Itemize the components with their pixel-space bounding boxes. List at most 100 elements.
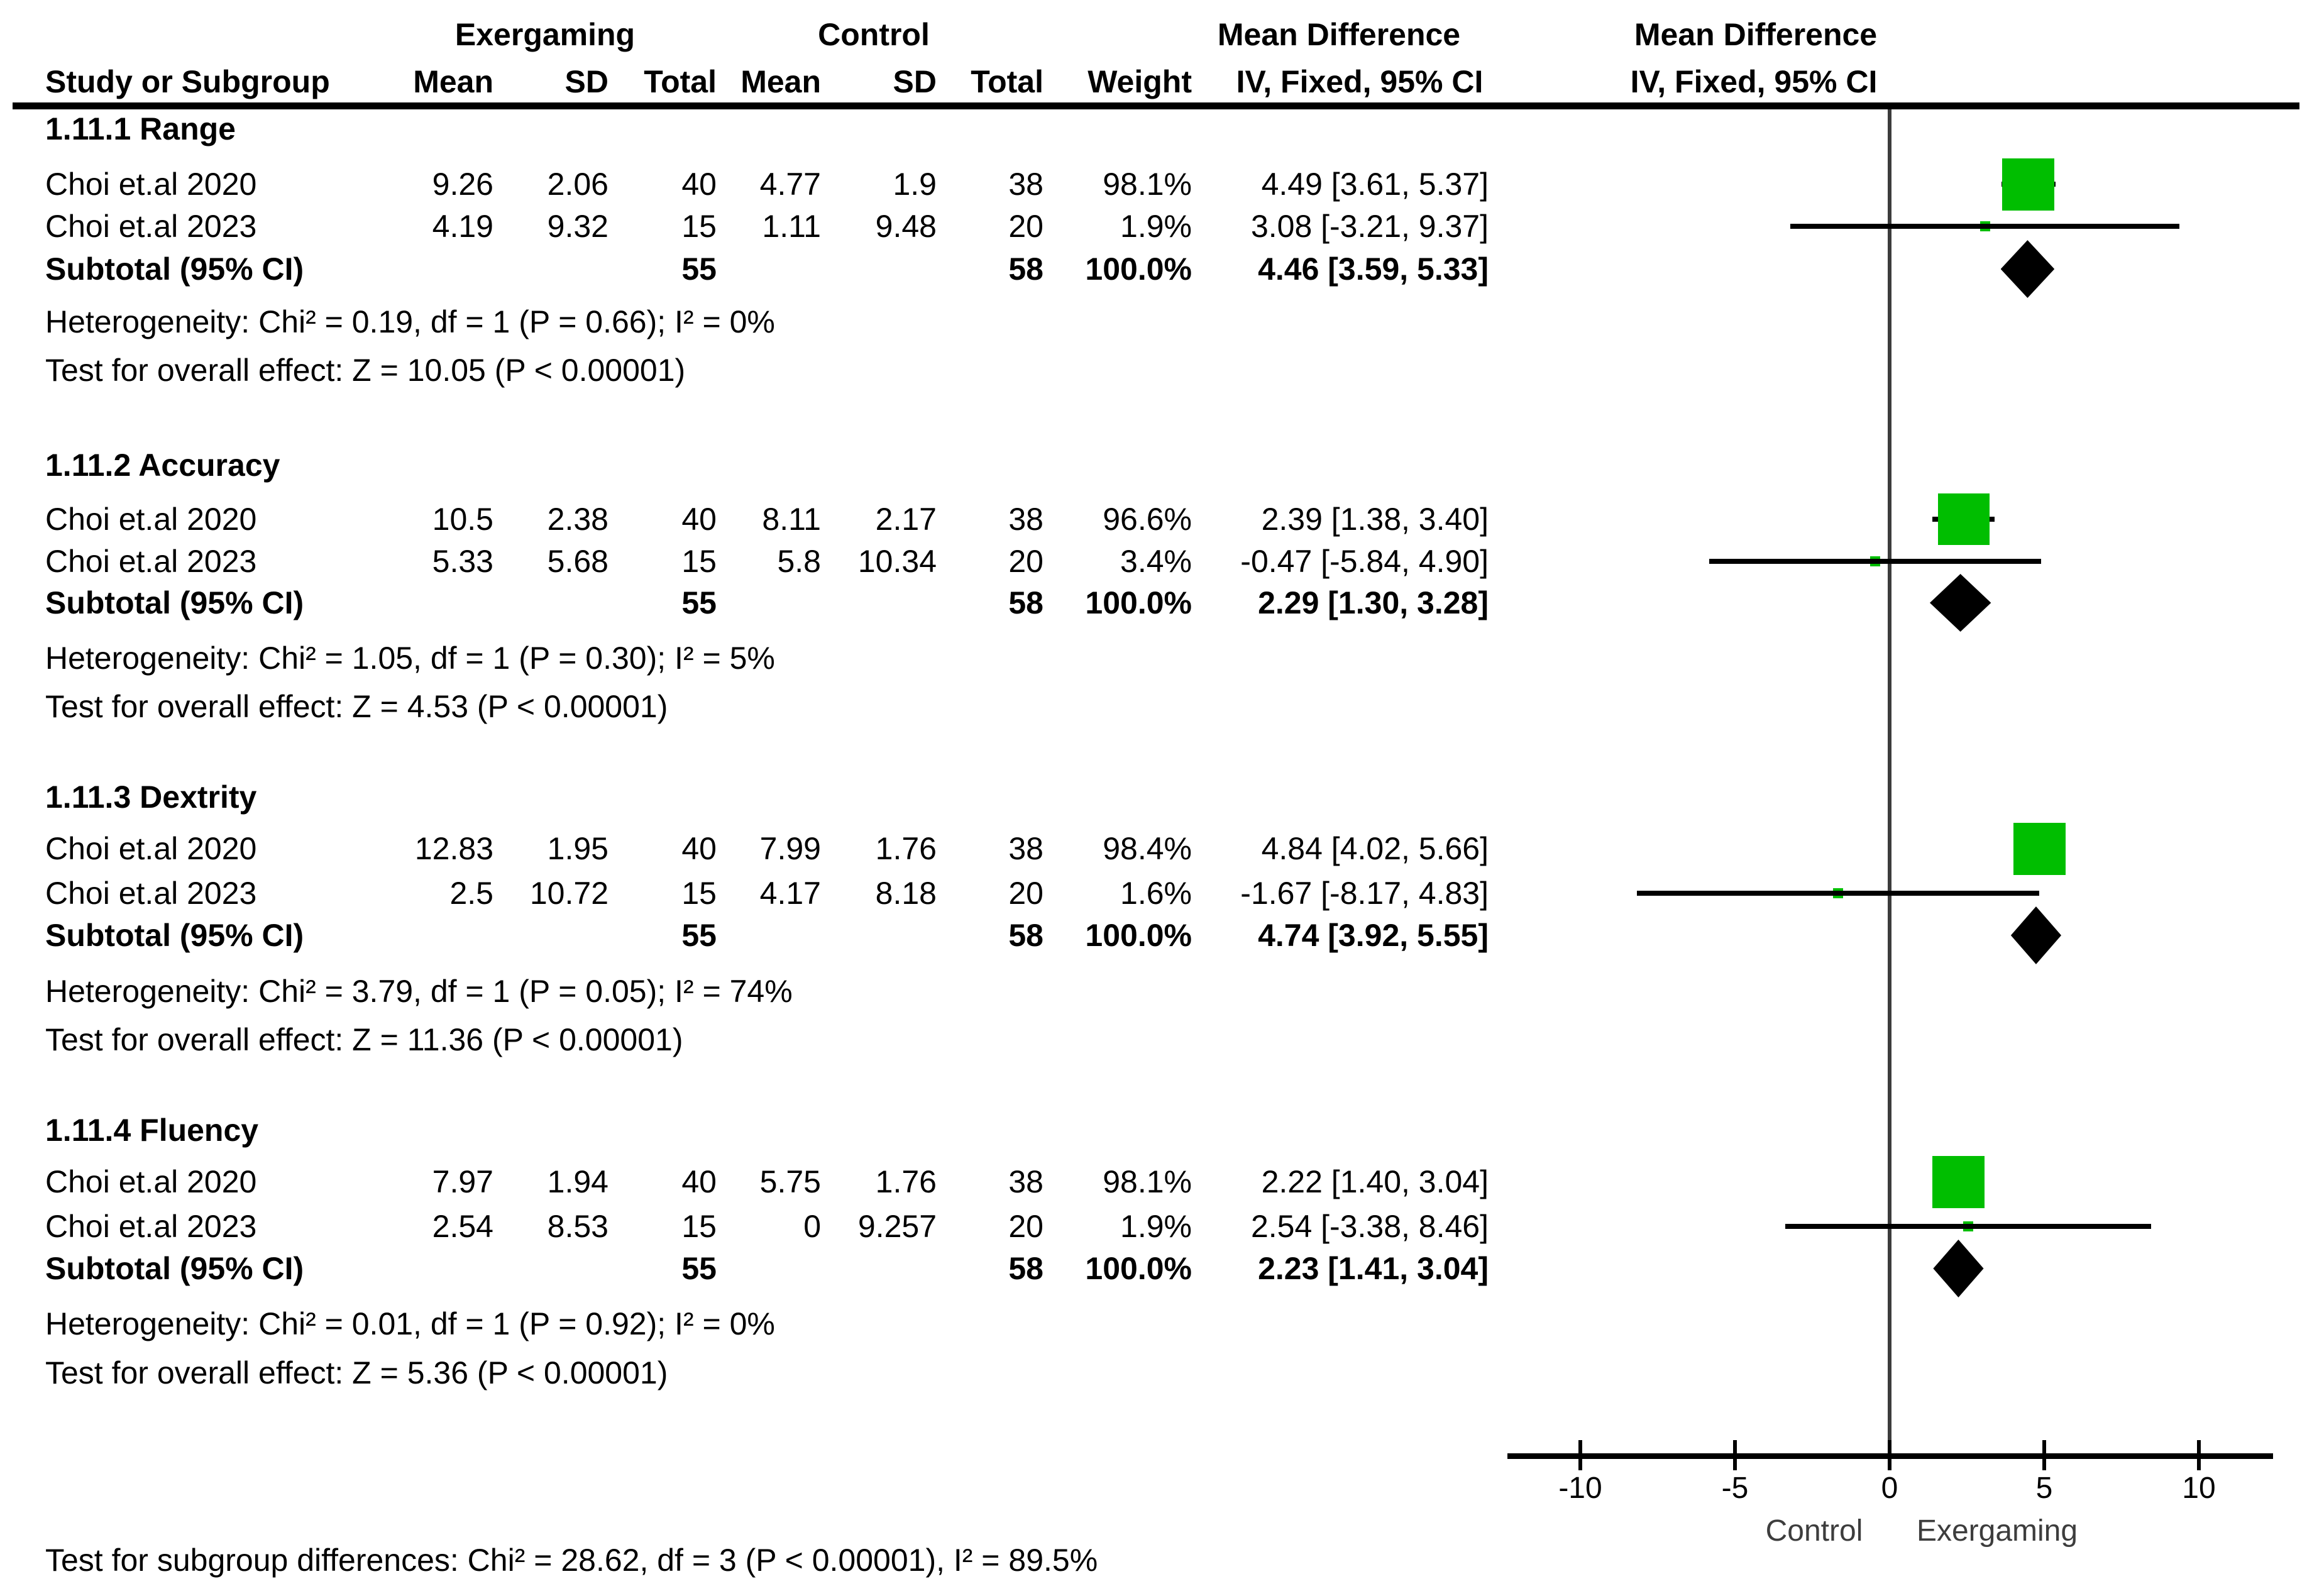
study-name: Choi et.al 2020 — [45, 831, 257, 866]
study-weight: 96.6% — [1103, 502, 1192, 537]
study-sd-control: 1.76 — [875, 1164, 937, 1199]
overall-effect-note: Test for overall effect: Z = 4.53 (P < 0… — [45, 689, 668, 724]
study-name: Choi et.al 2023 — [45, 209, 257, 244]
subtotal-weight: 100.0% — [1085, 585, 1192, 620]
study-name: Choi et.al 2020 — [45, 1164, 257, 1199]
study-mean-exergaming: 9.26 — [432, 167, 493, 202]
study-sd-exergaming: 8.53 — [547, 1209, 608, 1244]
subtotal-label: Subtotal (95% CI) — [45, 1251, 304, 1286]
subtotal-total-control: 58 — [1008, 251, 1043, 287]
subtotal-weight: 100.0% — [1085, 1251, 1192, 1286]
study-total-exergaming: 40 — [681, 1164, 717, 1199]
study-name: Choi et.al 2020 — [45, 167, 257, 202]
study-sd-exergaming: 1.94 — [547, 1164, 608, 1199]
subtotal-weight: 100.0% — [1085, 918, 1192, 953]
subtotal-row: Subtotal (95% CI) 55 58 100.0% 2.23 [1.41, 3… — [0, 1247, 2307, 1291]
heterogeneity-note: Heterogeneity: Chi² = 1.05, df = 1 (P = … — [45, 641, 775, 676]
column-header-weight: Weight — [1087, 64, 1192, 99]
study-sd-control: 1.76 — [875, 831, 937, 866]
subgroup-title-row: 1.11.1 Range — [0, 107, 2307, 151]
study-mean-control: 4.17 — [759, 876, 821, 911]
study-ci-text: 2.22 [1.40, 3.04] — [1261, 1164, 1489, 1199]
study-sd-exergaming: 2.06 — [547, 167, 608, 202]
study-total-control: 20 — [1008, 876, 1043, 911]
study-mean-exergaming: 10.5 — [432, 502, 493, 537]
x-axis-tick-label: 10 — [2182, 1472, 2216, 1505]
x-axis-tick — [1733, 1440, 1737, 1470]
study-ci-text: 4.84 [4.02, 5.66] — [1261, 831, 1489, 866]
study-sd-exergaming: 9.32 — [547, 209, 608, 244]
study-ci-text: -0.47 [-5.84, 4.90] — [1240, 544, 1489, 579]
study-ci-text: 3.08 [-3.21, 9.37] — [1250, 209, 1489, 244]
study-mean-exergaming: 7.97 — [432, 1164, 493, 1199]
study-sd-control: 2.17 — [875, 502, 937, 537]
overall-effect-note: Test for overall effect: Z = 10.05 (P < … — [45, 353, 686, 388]
study-total-exergaming: 15 — [681, 544, 717, 579]
x-axis-tick — [2197, 1440, 2201, 1470]
study-row: Choi et.al 2020 12.83 1.95 40 7.99 1.76 38 98.4… — [0, 827, 2307, 871]
subgroup-title-row: 1.11.3 Dextrity — [0, 775, 2307, 819]
study-mean-control: 5.8 — [777, 544, 821, 579]
study-total-exergaming: 40 — [681, 831, 717, 866]
effect-square — [1937, 493, 1990, 545]
study-mean-exergaming: 2.54 — [432, 1209, 493, 1244]
subtotal-ci-text: 4.46 [3.59, 5.33] — [1258, 251, 1489, 287]
study-sd-control: 9.257 — [857, 1209, 937, 1244]
study-sd-control: 9.48 — [875, 209, 937, 244]
column-header-sd-control: SD — [893, 64, 937, 99]
subtotal-label: Subtotal (95% CI) — [45, 585, 304, 620]
study-mean-exergaming: 12.83 — [414, 831, 493, 866]
subtotal-total-exergaming: 55 — [681, 1251, 717, 1286]
study-mean-exergaming: 2.5 — [449, 876, 493, 911]
study-weight: 98.1% — [1103, 1164, 1192, 1199]
study-row: Choi et.al 2023 2.54 8.53 15 0 9.257 20 1.9% 2.5… — [0, 1204, 2307, 1248]
zero-effect-line — [1888, 109, 1891, 1456]
column-header-study: Study or Subgroup — [45, 64, 330, 99]
column-header-total-exergaming: Total — [644, 64, 717, 99]
column-group-exergaming: Exergaming — [454, 17, 636, 52]
column-group-control: Control — [818, 17, 930, 52]
plot-header-mean-difference: Mean Difference — [1634, 17, 1878, 52]
study-mean-control: 8.11 — [762, 502, 821, 537]
x-axis-tick-label: -5 — [1721, 1472, 1749, 1505]
study-mean-control: 0 — [803, 1209, 821, 1244]
study-total-control: 38 — [1008, 502, 1043, 537]
study-name: Choi et.al 2020 — [45, 502, 257, 537]
subtotal-label: Subtotal (95% CI) — [45, 918, 304, 953]
subtotal-total-exergaming: 55 — [681, 585, 717, 620]
study-row: Choi et.al 2020 10.5 2.38 40 8.11 2.17 38 96.6%… — [0, 497, 2307, 541]
x-axis-tick — [1888, 1440, 1891, 1470]
ci-line — [1785, 1224, 2152, 1229]
x-axis-label-exergaming: Exergaming — [1916, 1514, 2078, 1548]
ci-line — [1709, 559, 2042, 564]
study-total-exergaming: 40 — [681, 167, 717, 202]
subgroup-title: 1.11.2 Accuracy — [45, 448, 280, 483]
study-weight: 98.4% — [1103, 831, 1192, 866]
study-mean-control: 5.75 — [759, 1164, 821, 1199]
study-name: Choi et.al 2023 — [45, 876, 257, 911]
subgroup-title: 1.11.4 Fluency — [45, 1113, 259, 1148]
subtotal-row: Subtotal (95% CI) 55 58 100.0% 4.46 [3.59, 5… — [0, 247, 2307, 291]
x-axis-tick — [1578, 1440, 1582, 1470]
study-mean-control: 1.11 — [762, 209, 821, 244]
heterogeneity-note: Heterogeneity: Chi² = 0.19, df = 1 (P = … — [45, 304, 775, 339]
study-total-exergaming: 15 — [681, 876, 717, 911]
subtotal-ci-text: 2.29 [1.30, 3.28] — [1258, 585, 1489, 620]
study-sd-exergaming: 10.72 — [529, 876, 608, 911]
heterogeneity-note: Heterogeneity: Chi² = 3.79, df = 1 (P = … — [45, 974, 793, 1009]
ci-line — [1790, 224, 2179, 229]
subtotal-ci-text: 4.74 [3.92, 5.55] — [1258, 918, 1489, 953]
study-row: Choi et.al 2023 2.5 10.72 15 4.17 8.18 20 1.6% -… — [0, 871, 2307, 915]
study-weight: 98.1% — [1103, 167, 1192, 202]
study-sd-control: 10.34 — [857, 544, 937, 579]
subtotal-row: Subtotal (95% CI) 55 58 100.0% 2.29 [1.30, 3… — [0, 581, 2307, 625]
study-name: Choi et.al 2023 — [45, 1209, 257, 1244]
study-total-control: 20 — [1008, 1209, 1043, 1244]
effect-square — [2013, 822, 2066, 875]
effect-square — [1932, 1155, 1985, 1208]
x-axis-label-control: Control — [1765, 1514, 1863, 1548]
x-axis-tick-label: -10 — [1558, 1472, 1602, 1505]
